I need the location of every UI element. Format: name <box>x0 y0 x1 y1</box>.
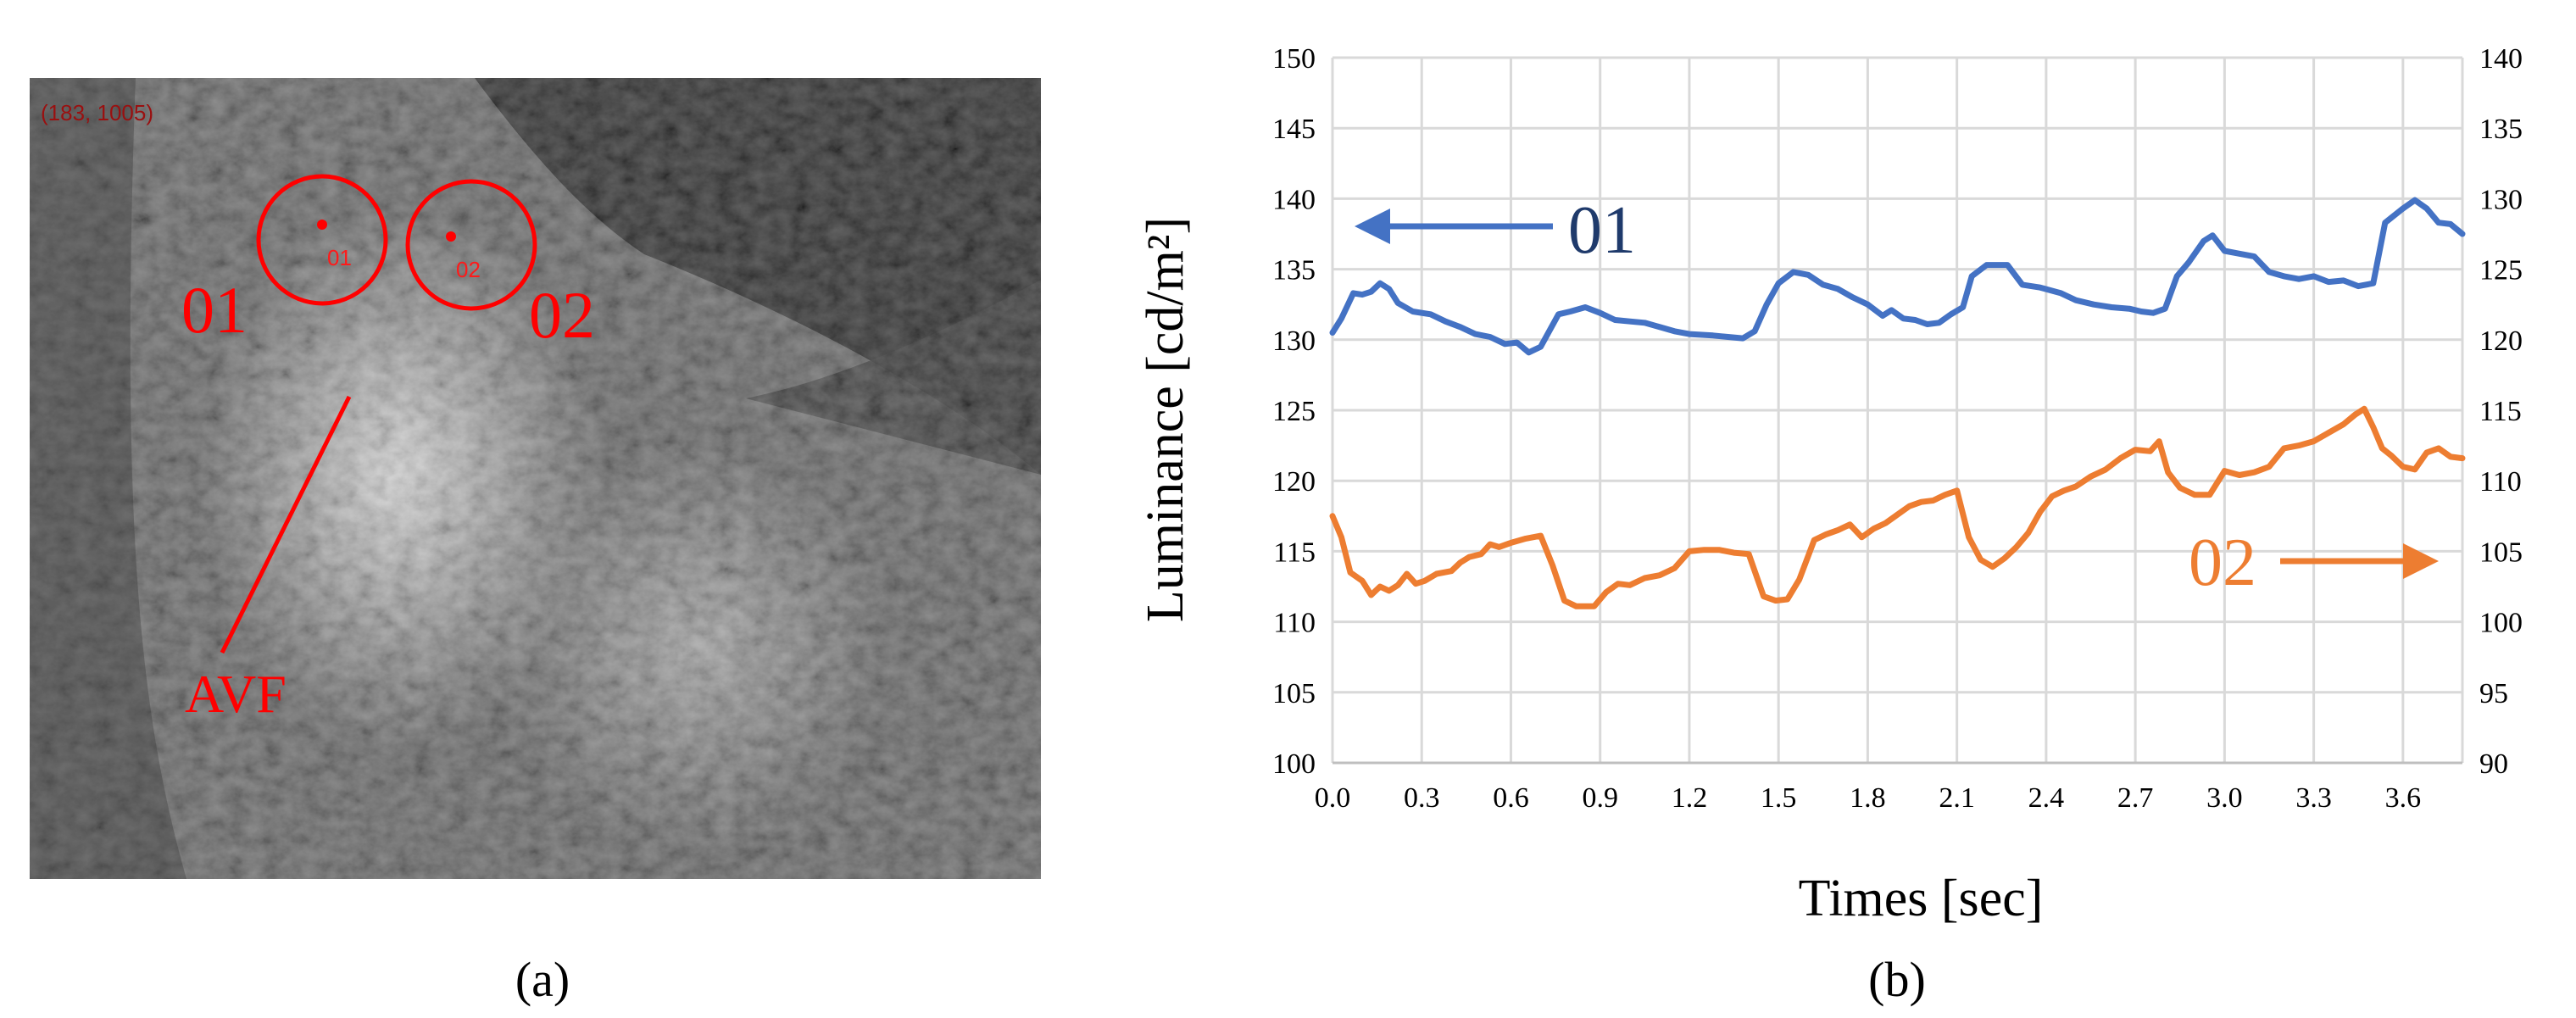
x-tick-label: 3.0 <box>2206 782 2243 814</box>
right-tick-label: 105 <box>2479 537 2523 568</box>
roi-label-01: 01 <box>181 273 248 347</box>
x-tick-label: 3.3 <box>2295 782 2332 814</box>
right-tick-label: 125 <box>2479 255 2523 286</box>
series-line-02 <box>1329 405 2466 609</box>
roi-marker-01: 01 <box>327 245 352 270</box>
right-tick-label: 140 <box>2479 43 2523 75</box>
panel-b-label: (b) <box>1868 952 1926 1007</box>
x-tick-label: 3.6 <box>2385 782 2422 814</box>
x-tick-label: 1.8 <box>1850 782 1886 814</box>
left-tick-label: 110 <box>1273 608 1316 639</box>
x-axis-ticks: 0.0 0.3 0.6 0.9 1.2 1.5 1.8 2.1 2.4 2.7 3.0 3.3 3.6 <box>1315 782 2421 814</box>
x-tick-label: 0.3 <box>1404 782 1440 814</box>
avf-label: AVF <box>185 664 287 724</box>
avf-pointer-line <box>220 395 352 654</box>
chart-grid <box>1331 56 2464 765</box>
x-tick-label: 1.5 <box>1761 782 1797 814</box>
x-tick-label: 2.7 <box>2117 782 2154 814</box>
left-axis-ticks: 100 105 110 115 120 125 130 135 140 145 150 <box>1272 43 1316 780</box>
left-tick-label: 105 <box>1272 678 1316 709</box>
roi-marker-02: 02 <box>456 257 481 282</box>
right-tick-label: 100 <box>2479 608 2523 639</box>
panel-a-label: (a) <box>515 952 570 1007</box>
right-tick-label: 90 <box>2479 748 2508 780</box>
left-tick-label: 130 <box>1272 325 1316 357</box>
right-tick-label: 120 <box>2479 325 2523 357</box>
x-tick-label: 0.9 <box>1582 782 1618 814</box>
x-tick-label: 0.6 <box>1493 782 1529 814</box>
series-lines <box>1329 197 2466 609</box>
right-tick-label: 115 <box>2479 396 2522 427</box>
roi-circle-01 <box>256 174 388 306</box>
left-tick-label: 125 <box>1272 396 1316 427</box>
photo-left-shadow <box>30 78 186 879</box>
left-tick-label: 115 <box>1273 537 1316 568</box>
x-tick-label: 0.0 <box>1315 782 1351 814</box>
roi-dot-01 <box>317 220 327 230</box>
right-tick-label: 135 <box>2479 114 2523 145</box>
left-tick-label: 135 <box>1272 255 1316 286</box>
x-tick-label: 2.4 <box>2028 782 2065 814</box>
left-tick-label: 100 <box>1272 748 1316 780</box>
left-tick-label: 120 <box>1272 466 1316 498</box>
x-tick-label: 2.1 <box>1939 782 1975 814</box>
photo-coordinate-readout: (183, 1005) <box>41 100 153 125</box>
left-tick-label: 145 <box>1272 114 1316 145</box>
series-line-01 <box>1329 197 2466 356</box>
roi-dot-02 <box>446 231 456 242</box>
roi-circle-02 <box>405 179 537 311</box>
right-axis-ticks: 90 95 100 105 110 115 120 125 130 135 140 <box>2479 43 2523 780</box>
right-tick-label: 95 <box>2479 678 2508 709</box>
chart-panel: 100 105 110 115 120 125 130 135 140 145 150 90 95 10… <box>1137 43 2523 1007</box>
right-tick-label: 110 <box>2479 466 2522 498</box>
right-tick-label: 130 <box>2479 184 2523 215</box>
left-tick-label: 140 <box>1272 184 1316 215</box>
x-tick-label: 1.2 <box>1672 782 1708 814</box>
photo-texture <box>30 78 1041 879</box>
y-axis-title: Luminance [cd/m²] <box>1137 217 1194 622</box>
left-tick-label: 150 <box>1272 43 1316 75</box>
roi-label-02: 02 <box>529 278 595 352</box>
series-02-tag: 02 <box>2189 526 2256 600</box>
series-01-tag: 01 <box>1568 193 1636 268</box>
x-axis-title: Times [sec] <box>1799 870 2044 927</box>
photo-panel: (183, 1005) 01 02 01 02 AVF (a) <box>30 78 1041 1007</box>
